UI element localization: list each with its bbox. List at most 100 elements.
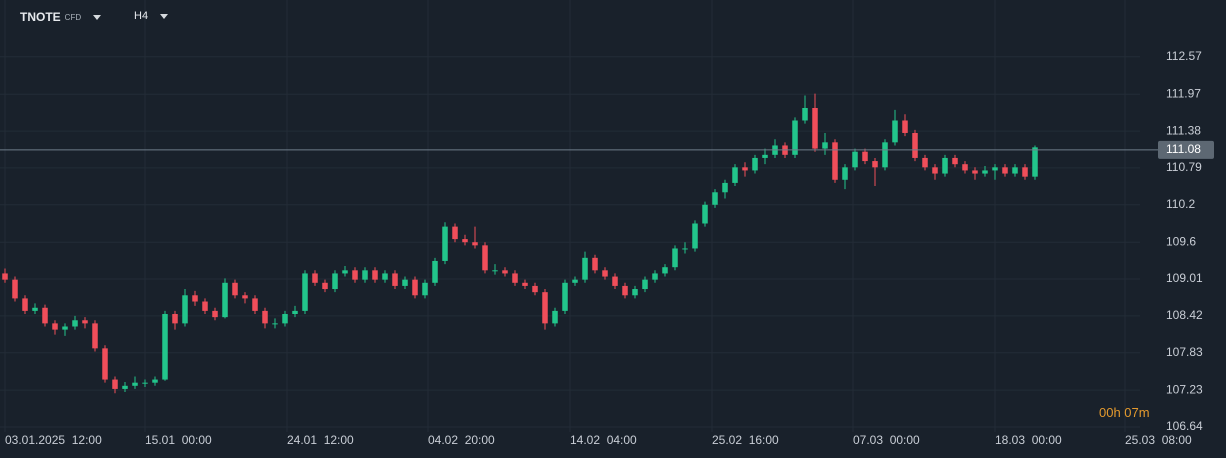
candle-body (182, 295, 188, 324)
candle-body (582, 257, 588, 280)
candle-body (232, 282, 238, 296)
candle-body (602, 270, 608, 277)
candle-body (832, 142, 838, 180)
candle-body (92, 323, 98, 349)
candle-body (102, 348, 108, 380)
candle-body (792, 120, 798, 155)
y-tick-label: 112.57 (1166, 49, 1202, 63)
candle-body (12, 279, 18, 299)
candle-body (592, 257, 598, 271)
y-tick-label: 107.83 (1166, 345, 1203, 359)
candle-body (452, 226, 458, 240)
candle-body (392, 273, 398, 286)
candle-body (172, 314, 178, 324)
candle-body (502, 270, 508, 274)
candle-body (332, 273, 338, 290)
candle-body (622, 285, 628, 296)
x-tick-label: 14.02 04:00 (570, 433, 637, 447)
candle-body (432, 260, 438, 283)
candle-body (342, 270, 348, 274)
candle-body (972, 170, 978, 174)
candle-body (352, 270, 358, 280)
y-tick-label: 111.38 (1166, 123, 1201, 137)
y-tick-label: 106.64 (1166, 419, 1203, 433)
candle-body (852, 151, 858, 168)
candle-body (142, 382, 148, 384)
candle-body (372, 270, 378, 280)
candle-body (422, 282, 428, 296)
timeframe-selector[interactable]: H4 (134, 10, 169, 22)
candle-body (562, 282, 568, 311)
dropdown-caret[interactable] (93, 14, 102, 20)
candle-body (712, 192, 718, 205)
candle-body (512, 273, 518, 283)
last-price-box (1158, 140, 1214, 159)
candle-body (252, 298, 258, 311)
candle-body (922, 157, 928, 168)
candle-body (872, 161, 878, 168)
candle-body (1032, 147, 1038, 177)
candle-body (492, 270, 498, 272)
candle-body (692, 223, 698, 249)
candle-body (402, 279, 408, 286)
candle-body (892, 120, 898, 143)
candle-body (762, 154, 768, 158)
x-tick-label: 24.01 12:00 (287, 433, 354, 447)
candle-body (112, 379, 118, 389)
candle-body (52, 323, 58, 330)
candle-body (222, 282, 228, 318)
candle-body (672, 248, 678, 268)
candle-body (882, 142, 888, 168)
candle-body (752, 157, 758, 171)
timeframe: H4 (134, 10, 149, 22)
candle-body (522, 282, 528, 286)
candle-body (192, 295, 198, 302)
candle-body (322, 282, 328, 290)
x-tick-label: 03.01.2025 12:00 (5, 433, 102, 447)
y-tick-label: 108.42 (1166, 308, 1203, 322)
candle-body (162, 314, 168, 380)
x-tick-label: 25.02 16:00 (712, 433, 779, 447)
candle-body (382, 273, 388, 280)
candle-body (82, 320, 88, 324)
candle-body (982, 170, 988, 174)
candle-body (842, 167, 848, 180)
candle-body (2, 273, 8, 280)
candle-body (62, 326, 68, 330)
candle-body (412, 279, 418, 296)
symbol-selector[interactable]: TNOTE CFD (20, 10, 102, 24)
candle-body (902, 120, 908, 133)
candle-body (652, 273, 658, 280)
candle-body (862, 151, 868, 162)
candle-body (202, 301, 208, 311)
instrument-kind: CFD (64, 12, 82, 22)
candle-body (132, 382, 138, 386)
last-price-label: 111.08 (1166, 142, 1201, 156)
candle-body (442, 226, 448, 261)
candle-body (722, 182, 728, 193)
candle-body (72, 320, 78, 327)
candle-body (532, 285, 538, 293)
candle-body (1022, 167, 1028, 177)
candle-body (802, 108, 808, 121)
candle-body (302, 273, 308, 311)
candle-body (242, 295, 248, 299)
candle-body (32, 307, 38, 311)
candle-body (292, 310, 298, 315)
candle-body (472, 242, 478, 246)
candle-body (642, 279, 648, 290)
candle-body (812, 108, 818, 149)
candle-body (742, 167, 748, 171)
candle-body (1002, 167, 1008, 174)
candle-body (122, 385, 128, 389)
dropdown-caret[interactable] (160, 13, 169, 19)
candle-body (702, 204, 708, 224)
candle-body (942, 157, 948, 174)
y-tick-label: 110.79 (1166, 160, 1202, 174)
candle-body (482, 245, 488, 271)
candle-body (262, 310, 268, 324)
candle-body (212, 310, 218, 318)
candle-body (952, 157, 958, 165)
